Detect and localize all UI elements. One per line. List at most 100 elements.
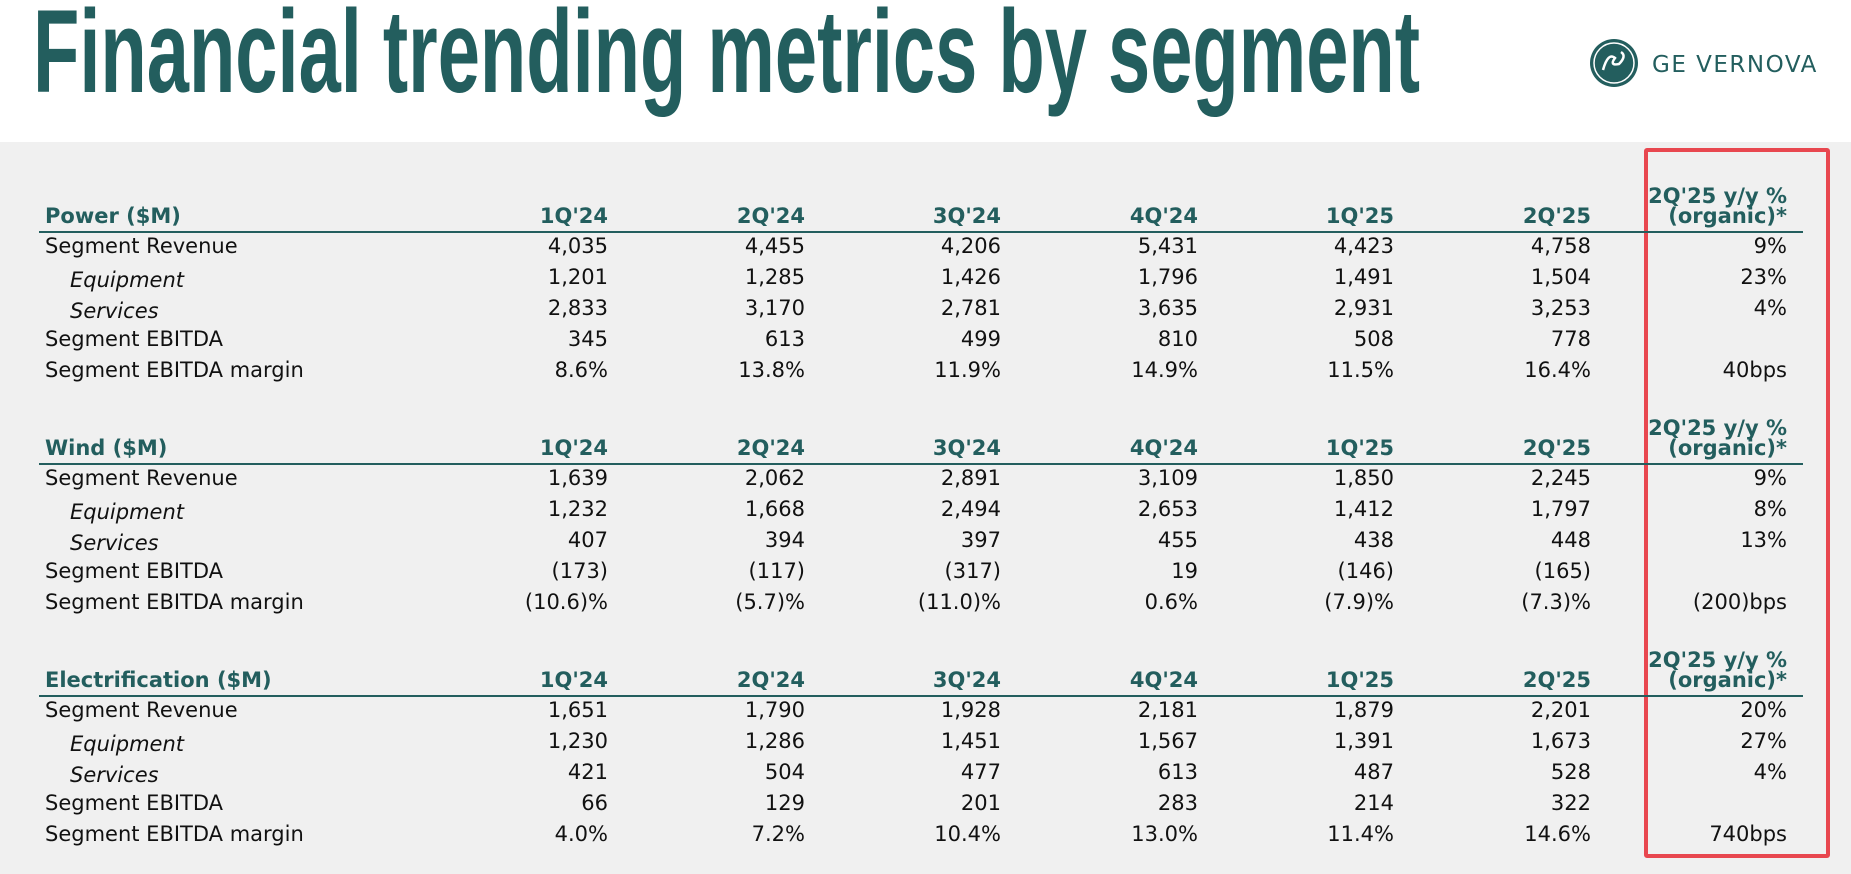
row-label: Segment Revenue <box>45 466 238 490</box>
highlight-box <box>1644 148 1830 858</box>
cell-value: 1,668 <box>744 497 805 521</box>
cell-value: 345 <box>567 327 608 351</box>
cell-value: 1,796 <box>1137 265 1198 289</box>
column-header: 2Q'24 <box>736 204 805 228</box>
cell-value: 1,285 <box>744 265 805 289</box>
column-header: 3Q'24 <box>932 668 1001 692</box>
row-label: Equipment <box>70 732 184 756</box>
column-header: 2Q'25 <box>1522 204 1591 228</box>
cell-value: 4,423 <box>1333 234 1394 258</box>
cell-value: 397 <box>960 528 1001 552</box>
cell-value: 19 <box>1171 559 1198 583</box>
yoy-value: 13% <box>1740 528 1787 552</box>
cell-value: (146) <box>1337 559 1394 583</box>
yoy-value: 4% <box>1753 760 1787 784</box>
cell-value: 455 <box>1157 528 1198 552</box>
row-label: Equipment <box>70 268 184 292</box>
cell-value: 1,426 <box>940 265 1001 289</box>
column-header: 3Q'24 <box>932 204 1001 228</box>
column-header: 4Q'24 <box>1129 436 1198 460</box>
cell-value: (10.6)% <box>524 590 608 614</box>
yoy-value: 40bps <box>1722 358 1787 382</box>
cell-value: 499 <box>960 327 1001 351</box>
cell-value: 1,391 <box>1333 729 1394 753</box>
column-header: 4Q'24 <box>1129 668 1198 692</box>
cell-value: 322 <box>1550 791 1591 815</box>
yoy-value: (200)bps <box>1692 590 1787 614</box>
cell-value: 1,790 <box>744 698 805 722</box>
cell-value: 778 <box>1550 327 1591 351</box>
row-label: Segment Revenue <box>45 698 238 722</box>
section-title: Wind ($M) <box>45 436 168 460</box>
cell-value: 613 <box>764 327 805 351</box>
cell-value: 1,879 <box>1333 698 1394 722</box>
cell-value: 438 <box>1353 528 1394 552</box>
column-header: 2Q'25 <box>1522 668 1591 692</box>
section-title: Power ($M) <box>45 204 181 228</box>
cell-value: 16.4% <box>1524 358 1591 382</box>
cell-value: (7.3)% <box>1521 590 1591 614</box>
cell-value: 2,653 <box>1137 497 1198 521</box>
column-header: 1Q'25 <box>1325 436 1394 460</box>
column-header: 2Q'24 <box>736 436 805 460</box>
cell-value: 2,494 <box>940 497 1001 521</box>
cell-value: 11.4% <box>1327 822 1394 846</box>
column-header: 1Q'24 <box>539 204 608 228</box>
row-label: Equipment <box>70 500 184 524</box>
logo-text: GE VERNOVA <box>1652 52 1818 78</box>
content-background <box>0 142 1851 874</box>
cell-value: 0.6% <box>1144 590 1198 614</box>
cell-value: (165) <box>1534 559 1591 583</box>
yoy-value: 20% <box>1740 698 1787 722</box>
cell-value: 2,245 <box>1530 466 1591 490</box>
cell-value: 2,833 <box>547 296 608 320</box>
cell-value: (173) <box>551 559 608 583</box>
row-label: Segment Revenue <box>45 234 238 258</box>
row-label: Segment EBITDA <box>45 327 224 351</box>
cell-value: 4,455 <box>744 234 805 258</box>
row-label: Segment EBITDA margin <box>45 590 304 614</box>
header-rule <box>39 463 1803 465</box>
row-label: Services <box>70 531 159 555</box>
cell-value: 14.6% <box>1524 822 1591 846</box>
cell-value: 4,035 <box>547 234 608 258</box>
cell-value: 1,451 <box>940 729 1001 753</box>
column-header: 3Q'24 <box>932 436 1001 460</box>
cell-value: 528 <box>1550 760 1591 784</box>
cell-value: 504 <box>764 760 805 784</box>
column-header: 1Q'24 <box>539 436 608 460</box>
cell-value: 2,181 <box>1137 698 1198 722</box>
cell-value: 1,286 <box>744 729 805 753</box>
row-label: Services <box>70 763 159 787</box>
cell-value: 10.4% <box>934 822 1001 846</box>
cell-value: (7.9)% <box>1324 590 1394 614</box>
cell-value: 1,201 <box>547 265 608 289</box>
yoy-header: (organic)* <box>1668 204 1787 228</box>
cell-value: 11.9% <box>934 358 1001 382</box>
cell-value: 1,504 <box>1530 265 1591 289</box>
cell-value: 2,931 <box>1333 296 1394 320</box>
cell-value: 129 <box>764 791 805 815</box>
cell-value: 201 <box>960 791 1001 815</box>
cell-value: 13.0% <box>1131 822 1198 846</box>
cell-value: 1,232 <box>547 497 608 521</box>
cell-value: 3,253 <box>1530 296 1591 320</box>
column-header: 2Q'24 <box>736 668 805 692</box>
cell-value: 3,635 <box>1137 296 1198 320</box>
cell-value: 2,891 <box>940 466 1001 490</box>
column-header: 1Q'25 <box>1325 668 1394 692</box>
yoy-value: 8% <box>1753 497 1787 521</box>
row-label: Segment EBITDA margin <box>45 822 304 846</box>
cell-value: 5,431 <box>1137 234 1198 258</box>
yoy-value: 23% <box>1740 265 1787 289</box>
yoy-value: 740bps <box>1709 822 1787 846</box>
cell-value: 4,758 <box>1530 234 1591 258</box>
cell-value: 613 <box>1157 760 1198 784</box>
cell-value: 1,567 <box>1137 729 1198 753</box>
yoy-header: 2Q'25 y/y % <box>1648 184 1787 208</box>
cell-value: 214 <box>1353 791 1394 815</box>
cell-value: 66 <box>581 791 608 815</box>
header-rule <box>39 231 1803 233</box>
yoy-value: 9% <box>1753 466 1787 490</box>
section-title: Electrification ($M) <box>45 668 272 692</box>
